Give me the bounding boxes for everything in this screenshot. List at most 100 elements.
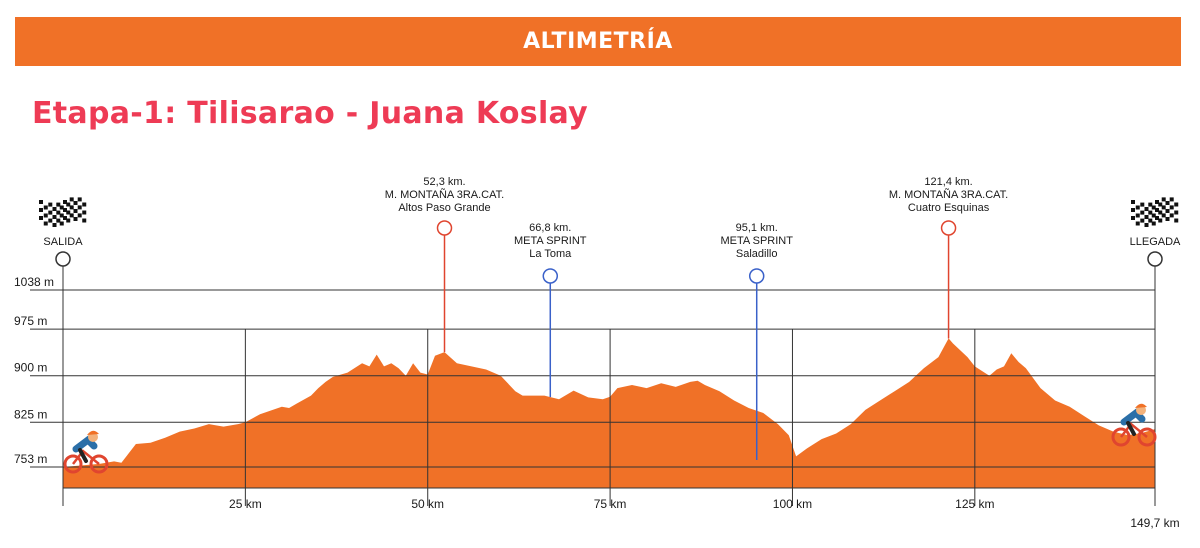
flag-square xyxy=(63,208,67,212)
flag-square xyxy=(1174,210,1179,215)
flag-square xyxy=(39,216,43,220)
flag-square xyxy=(1135,205,1140,210)
flag-square xyxy=(73,201,78,205)
flag-square xyxy=(1174,218,1179,223)
flag-square xyxy=(48,218,53,223)
marker-circle xyxy=(542,268,559,284)
flag-square xyxy=(77,197,82,202)
marker-label: M. MONTAÑA 3RA.CAT. xyxy=(889,188,1008,201)
x-tick-label: 100 km xyxy=(773,497,812,511)
wheel xyxy=(89,454,109,474)
marker-label: Altos Paso Grande xyxy=(398,202,490,214)
stage-title: Etapa-1: Tilisarao - Juana Koslay xyxy=(32,96,589,131)
marker-label: LLEGADA xyxy=(1130,236,1181,248)
marker-circle xyxy=(436,220,453,236)
x-tick-label: 149,7 km xyxy=(1130,516,1179,530)
rider-helmet xyxy=(87,430,99,435)
marker-label: Cuatro Esquinas xyxy=(908,202,990,214)
flag-square xyxy=(1144,223,1149,227)
flag-square xyxy=(1135,221,1140,226)
flag-square xyxy=(59,213,64,218)
flag-square xyxy=(1144,207,1149,211)
flag-square xyxy=(1161,197,1166,202)
flag-square xyxy=(43,213,48,218)
marker-circle xyxy=(940,220,957,236)
marker-label: SALIDA xyxy=(43,236,83,248)
marker-label: META SPRINT xyxy=(514,235,587,247)
flag-square xyxy=(82,210,87,215)
flag-square xyxy=(69,205,74,210)
flag-square xyxy=(77,213,82,218)
flag-square xyxy=(1151,221,1156,226)
rider-leg xyxy=(1126,421,1136,436)
flag-square xyxy=(1140,210,1145,215)
x-tick-label: 75 km xyxy=(594,497,627,511)
flag-square xyxy=(69,197,74,202)
checkered-flag-icon xyxy=(1131,197,1179,227)
rider-helmet xyxy=(1135,403,1147,408)
flag-square xyxy=(39,200,43,204)
flag-square xyxy=(1169,213,1174,218)
flag-square xyxy=(66,202,71,207)
flag-square xyxy=(1165,201,1170,205)
rider-leg xyxy=(78,448,88,463)
marker-montana-2: 121,4 km.M. MONTAÑA 3RA.CAT.Cuatro Esqui… xyxy=(889,176,1008,339)
flag-square xyxy=(1161,205,1166,210)
marker-circle xyxy=(1147,251,1163,267)
flag-square xyxy=(73,209,78,213)
cyclist-start-icon xyxy=(63,430,109,474)
checkered-flag-icon xyxy=(39,197,87,227)
flag-square xyxy=(66,218,71,223)
flag-square xyxy=(1155,216,1159,220)
flag-square xyxy=(1174,202,1179,207)
flag-square xyxy=(48,202,53,207)
marker-label: 66,8 km. xyxy=(529,222,571,234)
marker-label: La Toma xyxy=(529,248,572,260)
y-tick-label: 825 m xyxy=(14,407,47,421)
y-tick-label: 1038 m xyxy=(14,275,54,289)
x-tick-label: 125 km xyxy=(955,497,994,511)
rider-body xyxy=(1120,408,1146,426)
flag-square xyxy=(1151,205,1156,210)
flag-square xyxy=(52,207,57,211)
bike-frame xyxy=(1120,422,1148,438)
flag-square xyxy=(1158,210,1163,215)
marker-salida: SALIDA xyxy=(43,236,83,267)
flag-square xyxy=(48,210,53,215)
marker-label: Saladillo xyxy=(736,248,778,260)
elevation-area xyxy=(63,338,1155,488)
flag-square xyxy=(59,221,64,226)
flag-square xyxy=(56,210,61,215)
flag-square xyxy=(82,218,87,223)
flag-square xyxy=(56,218,61,223)
flag-square xyxy=(1165,209,1170,213)
rider-body xyxy=(72,435,98,453)
flag-square xyxy=(43,221,48,226)
flag-square xyxy=(56,202,61,207)
flag-square xyxy=(1151,213,1156,218)
y-tick-label: 975 m xyxy=(14,314,47,328)
marker-label: 121,4 km. xyxy=(924,176,972,188)
flag-square xyxy=(1169,197,1174,202)
flag-square xyxy=(1155,200,1159,204)
flag-square xyxy=(1144,215,1149,219)
bike-frame xyxy=(72,449,100,465)
flag-square xyxy=(1158,218,1163,223)
flag-square xyxy=(1165,217,1170,221)
flag-square xyxy=(77,205,82,210)
flag-square xyxy=(1131,200,1135,204)
marker-llegada: LLEGADA xyxy=(1130,236,1181,267)
flag-square xyxy=(59,205,64,210)
flag-square xyxy=(43,205,48,210)
flag-square xyxy=(39,208,43,212)
header-banner: ALTIMETRÍA xyxy=(15,17,1181,66)
flag-square xyxy=(1155,208,1159,212)
x-tick-label: 50 km xyxy=(411,497,444,511)
flag-square xyxy=(1135,213,1140,218)
cyclist-finish-icon xyxy=(1111,403,1157,447)
marker-montana-1: 52,3 km.M. MONTAÑA 3RA.CAT.Altos Paso Gr… xyxy=(385,176,504,353)
flag-square xyxy=(1148,210,1153,215)
flag-square xyxy=(52,215,57,219)
